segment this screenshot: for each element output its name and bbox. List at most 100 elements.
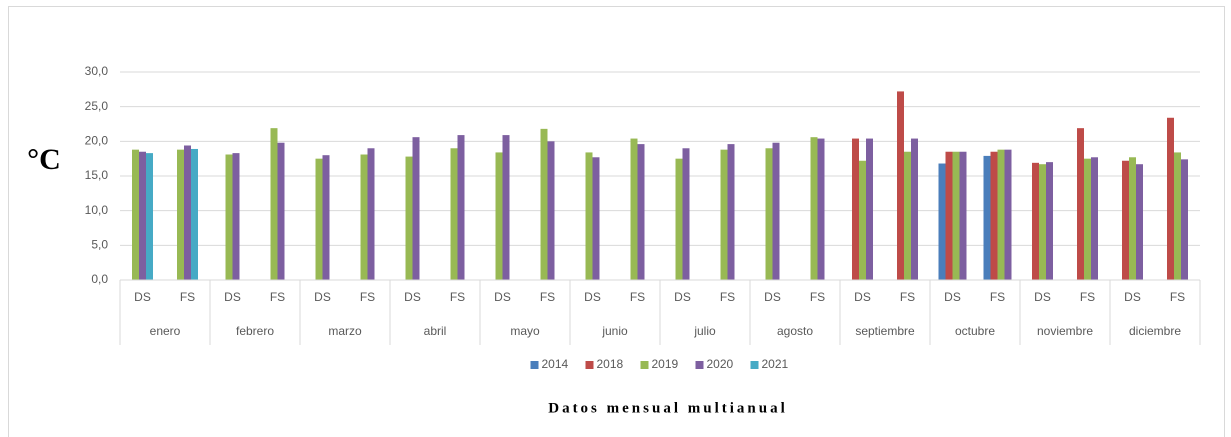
bar bbox=[859, 160, 866, 280]
bar bbox=[952, 151, 960, 280]
bar bbox=[547, 141, 555, 280]
y-axis-label: °C bbox=[27, 143, 61, 176]
legend-swatch bbox=[530, 361, 539, 369]
bar bbox=[1129, 157, 1136, 280]
x-group-label: septiembre bbox=[855, 324, 915, 338]
bar bbox=[146, 153, 153, 280]
legend-label: 2021 bbox=[762, 357, 789, 371]
x-tick-label: FS bbox=[540, 290, 555, 304]
bar bbox=[1032, 162, 1039, 280]
bar bbox=[177, 149, 184, 280]
bar bbox=[959, 151, 967, 280]
bar bbox=[997, 149, 1005, 280]
bar bbox=[270, 128, 278, 280]
x-tick-label: FS bbox=[1080, 290, 1095, 304]
bar bbox=[945, 151, 953, 280]
x-tick-label: FS bbox=[1170, 290, 1185, 304]
x-axis-label: Datos mensual multianual bbox=[548, 400, 788, 416]
bar bbox=[277, 142, 285, 280]
bar bbox=[1046, 162, 1053, 280]
x-tick-label: DS bbox=[584, 290, 601, 304]
bar bbox=[675, 158, 683, 280]
bar bbox=[630, 138, 638, 280]
bar bbox=[1167, 117, 1174, 280]
x-tick-label: FS bbox=[630, 290, 645, 304]
bar bbox=[904, 151, 911, 280]
bar bbox=[817, 138, 825, 280]
x-tick-label: FS bbox=[270, 290, 285, 304]
bar bbox=[495, 152, 503, 280]
bar bbox=[810, 137, 818, 280]
x-tick-label: DS bbox=[134, 290, 151, 304]
bar bbox=[720, 149, 728, 280]
bar bbox=[1091, 157, 1098, 280]
x-group-label: febrero bbox=[236, 324, 274, 338]
x-group-label: enero bbox=[150, 324, 181, 338]
bar bbox=[232, 153, 240, 280]
bar bbox=[682, 148, 690, 280]
bar bbox=[1039, 164, 1046, 280]
bar bbox=[990, 151, 998, 280]
bar bbox=[765, 148, 773, 280]
bar bbox=[1122, 160, 1129, 280]
bar bbox=[938, 163, 946, 280]
legend-label: 2020 bbox=[707, 357, 734, 371]
bar bbox=[727, 144, 735, 280]
y-tick-label: 0,0 bbox=[91, 272, 108, 286]
bar bbox=[585, 152, 593, 280]
y-tick-label: 25,0 bbox=[85, 99, 109, 113]
x-group-label: diciembre bbox=[1129, 324, 1181, 338]
legend-label: 2019 bbox=[652, 357, 679, 371]
legend-swatch bbox=[695, 361, 704, 369]
x-tick-label: FS bbox=[720, 290, 735, 304]
bar bbox=[897, 91, 904, 280]
bar bbox=[450, 148, 458, 280]
bar bbox=[540, 128, 548, 280]
bar bbox=[405, 156, 413, 280]
chart-frame bbox=[8, 6, 1225, 437]
bar bbox=[772, 142, 780, 280]
x-tick-label: DS bbox=[764, 290, 781, 304]
bar bbox=[132, 149, 139, 280]
x-tick-label: FS bbox=[990, 290, 1005, 304]
x-tick-label: DS bbox=[1034, 290, 1051, 304]
y-tick-label: 10,0 bbox=[85, 203, 109, 217]
legend-swatch bbox=[640, 361, 649, 369]
bar bbox=[225, 154, 233, 280]
x-tick-label: FS bbox=[900, 290, 915, 304]
x-group-label: octubre bbox=[955, 324, 995, 338]
x-tick-label: FS bbox=[360, 290, 375, 304]
bar bbox=[852, 138, 859, 280]
y-tick-label: 30,0 bbox=[85, 64, 109, 78]
bar bbox=[911, 138, 918, 280]
bar bbox=[592, 157, 600, 280]
x-tick-label: DS bbox=[314, 290, 331, 304]
x-tick-label: FS bbox=[810, 290, 825, 304]
x-group-label: junio bbox=[601, 324, 628, 338]
legend-swatch bbox=[750, 361, 759, 369]
y-tick-label: 5,0 bbox=[91, 238, 108, 252]
bar bbox=[322, 155, 330, 280]
bar bbox=[983, 155, 991, 280]
bar bbox=[139, 151, 146, 280]
bar bbox=[457, 135, 465, 280]
x-group-label: agosto bbox=[777, 324, 813, 338]
bar bbox=[412, 137, 420, 280]
bar bbox=[315, 158, 323, 280]
x-tick-label: FS bbox=[450, 290, 465, 304]
bar bbox=[184, 145, 191, 280]
bar bbox=[1181, 159, 1188, 280]
x-group-label: abril bbox=[424, 324, 447, 338]
x-group-label: noviembre bbox=[1037, 324, 1093, 338]
x-tick-label: DS bbox=[1124, 290, 1141, 304]
bar bbox=[1077, 128, 1084, 280]
bar bbox=[360, 154, 368, 280]
x-tick-label: DS bbox=[494, 290, 511, 304]
x-group-label: mayo bbox=[510, 324, 540, 338]
x-tick-label: DS bbox=[854, 290, 871, 304]
x-tick-label: DS bbox=[944, 290, 961, 304]
bar bbox=[1174, 152, 1181, 280]
legend-label: 2018 bbox=[597, 357, 624, 371]
